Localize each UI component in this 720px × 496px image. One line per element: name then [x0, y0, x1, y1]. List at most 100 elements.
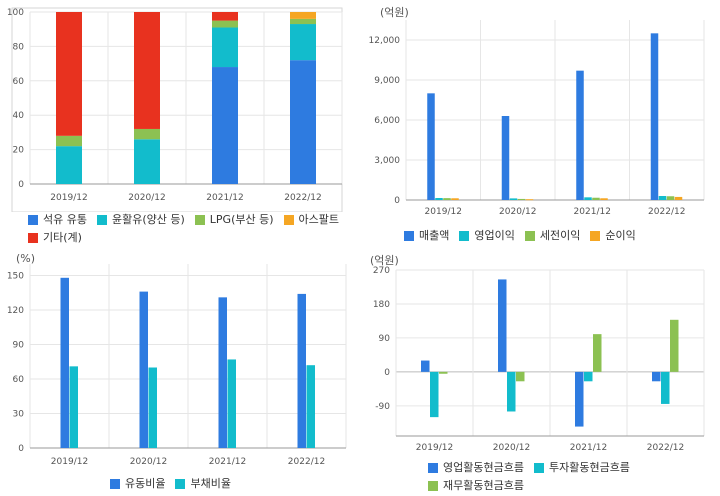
x-tick-label: 2020/12 — [128, 193, 165, 203]
legend-item: 매출액 — [404, 228, 449, 244]
bar — [592, 197, 600, 200]
earnings-unit-label: (억원) — [380, 6, 409, 19]
x-tick-label: 2019/12 — [425, 207, 462, 217]
revenue-mix-legend: 석유 유통 윤활유(양산 등) LPG(부산 등) 아스팔트 기타(계) — [28, 212, 358, 248]
cashflow-unit-label: (억원) — [370, 254, 399, 267]
legend-swatch — [28, 215, 38, 225]
x-tick-label: 2021/12 — [206, 193, 243, 203]
legend-item: 투자활동현금흐름 — [533, 460, 630, 476]
x-tick-label: 2019/12 — [416, 443, 453, 453]
bar-segment — [212, 12, 238, 21]
ratios-chart: 0 30 60 90 120 150 2019/12 2020/12 2021/12 2022/1… — [7, 264, 347, 467]
bar — [525, 199, 534, 201]
legend-swatch — [459, 231, 470, 241]
x-tick-label: 2020/12 — [130, 457, 167, 467]
y-tick-label: 3,000 — [374, 156, 400, 166]
bar — [509, 198, 518, 200]
bar-segment — [290, 18, 316, 25]
x-tick-label: 2019/12 — [50, 193, 87, 203]
legend-item: 아스팔트 — [283, 212, 339, 228]
legend-swatch — [194, 215, 205, 225]
ratios-unit-label: (%) — [16, 252, 36, 265]
legend-item: 영업이익 — [459, 228, 515, 244]
legend-item: 부채비율 — [175, 476, 231, 492]
legend-swatch — [175, 479, 186, 489]
legend-label: 부채비율 — [190, 477, 231, 490]
legend-label: LPG(부산 등) — [209, 213, 274, 226]
bar — [501, 116, 510, 200]
bar — [670, 319, 679, 372]
bar — [658, 196, 667, 200]
y-tick-label: 30 — [13, 410, 25, 420]
y-tick-label: 0 — [384, 368, 390, 378]
legend-label: 윤활유(양산 등) — [111, 213, 185, 226]
legend-swatch — [590, 231, 601, 241]
bar-segment — [134, 139, 160, 184]
legend-label: 투자활동현금흐름 — [548, 461, 630, 474]
x-tick-label: 2022/12 — [288, 457, 325, 467]
legend-swatch — [96, 215, 107, 225]
y-tick-label: 0 — [18, 180, 24, 190]
bar — [575, 371, 584, 427]
y-tick-label: 20 — [13, 146, 25, 156]
bar-segment — [290, 12, 316, 19]
ratios-chart-panel: (%) 0 30 60 90 120 150 2019/12 2020/12 2021/12 20… — [0, 248, 360, 496]
y-tick-label: 150 — [7, 272, 24, 282]
y-tick-label: -90 — [375, 402, 390, 412]
y-tick-label: 100 — [7, 8, 24, 18]
ratios-legend: 유동비율 부채비율 — [110, 476, 350, 494]
x-tick-label: 2022/12 — [648, 207, 685, 217]
bar — [517, 198, 526, 200]
bar — [218, 297, 227, 448]
bar — [427, 93, 435, 200]
y-tick-label: 60 — [13, 375, 25, 385]
y-tick-label: 120 — [7, 306, 24, 316]
legend-item: 영업활동현금흐름 — [428, 460, 524, 476]
legend-label: 석유 유통 — [43, 213, 87, 226]
bar — [297, 293, 306, 448]
x-tick-label: 2022/12 — [647, 443, 684, 453]
bar — [584, 371, 593, 382]
legend-item: 석유 유통 — [28, 212, 87, 228]
bar — [666, 196, 675, 200]
legend-swatch — [524, 231, 535, 241]
legend-item: LPG(부산 등) — [194, 212, 274, 228]
revenue-mix-chart-panel: 0 20 40 60 80 100 2019/12 2020/12 2021/12 2022/12… — [0, 0, 360, 248]
bar-segment — [290, 24, 316, 61]
y-tick-label: 0 — [18, 444, 24, 454]
bar — [652, 371, 661, 382]
legend-label: 유동비율 — [125, 477, 166, 490]
legend-swatch — [533, 463, 544, 473]
bar — [60, 277, 69, 448]
bar — [443, 198, 451, 200]
y-tick-label: 270 — [373, 266, 390, 276]
earnings-legend: 매출액 영업이익 세전이익 순이익 — [404, 228, 714, 246]
bar — [507, 371, 516, 412]
bar — [139, 291, 148, 448]
x-tick-label: 2022/12 — [284, 193, 321, 203]
legend-swatch — [428, 481, 438, 491]
bar-segment — [134, 12, 160, 129]
bar — [600, 198, 608, 200]
bar — [451, 198, 459, 200]
y-tick-label: 60 — [13, 77, 25, 87]
x-tick-label: 2020/12 — [493, 443, 530, 453]
legend-swatch — [428, 463, 438, 473]
legend-item: 순이익 — [590, 228, 636, 244]
bar — [430, 371, 439, 418]
legend-label: 세전이익 — [539, 229, 581, 242]
legend-label: 재무활동현금흐름 — [443, 479, 524, 492]
bar-segment — [212, 27, 238, 68]
bar — [439, 371, 448, 374]
y-tick-label: 90 — [13, 341, 25, 351]
legend-label: 영업이익 — [474, 229, 515, 242]
bar-segment — [56, 135, 82, 147]
bar — [227, 359, 236, 448]
x-tick-label: 2021/12 — [574, 207, 611, 217]
bar-segment — [56, 12, 82, 136]
y-tick-label: 0 — [394, 196, 400, 206]
legend-swatch — [283, 215, 294, 225]
cashflow-chart: -90 0 90 180 270 2019/12 2020/12 2021/12 2022/12 — [373, 266, 705, 453]
bar — [498, 279, 507, 372]
